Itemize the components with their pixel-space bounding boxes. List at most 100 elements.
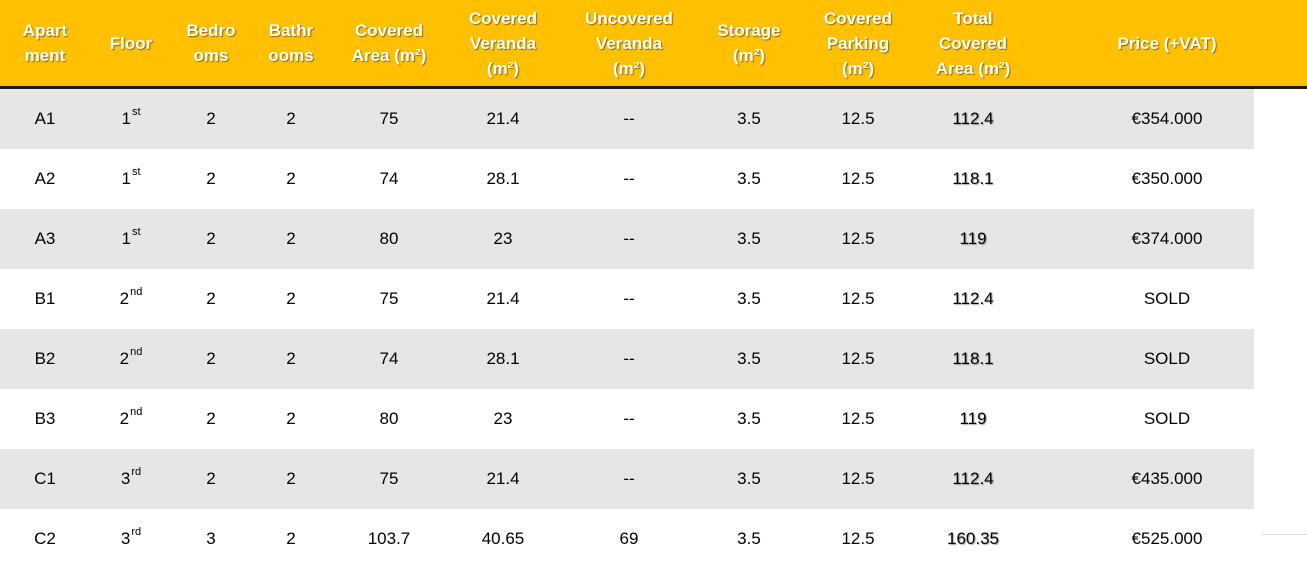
cell-storage: 3.5: [737, 169, 761, 188]
cell-total-covered-area: 118.1: [952, 349, 994, 368]
cell-apartment: A1: [34, 109, 56, 128]
cell-uncovered-veranda: --: [623, 109, 635, 128]
floor-number: 2: [119, 349, 130, 368]
floor-number: 1: [121, 169, 131, 188]
floor-number: 1: [121, 229, 131, 248]
cell-covered-veranda: 21.4: [486, 469, 520, 488]
cell-price: €435.000: [1131, 469, 1203, 488]
cell-uncovered-veranda: --: [623, 229, 635, 248]
cell-apartment: B3: [34, 409, 56, 428]
header-line: (m²): [486, 58, 520, 78]
cell-apartment: B2: [34, 349, 56, 368]
cell-price: €354.000: [1131, 109, 1203, 128]
row-background: [0, 89, 1254, 149]
cell-price: SOLD: [1143, 289, 1191, 308]
cell-bedrooms: 2: [206, 469, 216, 488]
cell-bathrooms: 2: [286, 349, 296, 368]
floor-ordinal-suffix: nd: [130, 346, 143, 358]
header-apartment: Apart ment: [0, 0, 90, 86]
cell-uncovered-veranda: 69: [619, 529, 639, 548]
floor-ordinal-suffix: st: [131, 166, 141, 178]
header-line: Floor: [109, 33, 153, 53]
floor-number: 3: [120, 529, 131, 548]
header-line: ooms: [268, 46, 314, 65]
cell-bathrooms: 2: [286, 169, 296, 188]
header-line: (m²): [612, 58, 646, 78]
floor-number: 1: [121, 109, 131, 128]
cell-covered-veranda: 23: [493, 409, 513, 428]
cell-storage: 3.5: [737, 109, 761, 128]
cell-bedrooms: 2: [206, 109, 216, 128]
cell-covered-parking: 12.5: [841, 169, 875, 188]
cell-bathrooms: 2: [286, 289, 296, 308]
cell-covered-area: 74: [379, 169, 399, 188]
floor-ordinal-suffix: st: [131, 226, 141, 238]
cell-storage: 3.5: [737, 289, 761, 308]
cell-price: €374.000: [1131, 229, 1203, 248]
header-line: Total: [953, 8, 993, 28]
header-line: oms: [193, 46, 229, 65]
cell-bathrooms: 2: [286, 109, 296, 128]
floor-ordinal-suffix: st: [131, 106, 141, 118]
edge-divider: [1262, 534, 1307, 535]
header-line: Uncovered: [585, 8, 673, 28]
cell-bathrooms: 2: [286, 529, 296, 548]
header-storage: Storage (m²): [698, 0, 800, 86]
header-covered-veranda: Covered Veranda (m²): [446, 0, 560, 86]
cell-covered-area: 75: [379, 109, 399, 128]
header-covered-area: Covered Area (m²): [332, 0, 446, 86]
header-line: Veranda: [595, 33, 663, 53]
header-line: Area (m²): [351, 46, 427, 65]
cell-covered-area: 103.7: [367, 529, 411, 548]
cell-storage: 3.5: [737, 529, 761, 548]
cell-bedrooms: 2: [206, 289, 216, 308]
cell-covered-veranda: 23: [493, 229, 513, 248]
cell-bedrooms: 3: [206, 529, 216, 548]
header-line: Parking: [826, 33, 890, 53]
floor-number: 3: [120, 469, 131, 488]
cell-covered-parking: 12.5: [841, 289, 875, 308]
cell-bathrooms: 2: [286, 229, 296, 248]
cell-uncovered-veranda: --: [623, 349, 635, 368]
header-line: Covered: [468, 8, 538, 28]
cell-covered-veranda: 21.4: [486, 109, 520, 128]
floor-ordinal-suffix: rd: [131, 526, 142, 538]
cell-total-covered-area: 112.4: [952, 469, 994, 488]
cell-bedrooms: 2: [206, 169, 216, 188]
floor-ordinal-suffix: rd: [131, 466, 142, 478]
header-floor: Floor: [90, 0, 172, 86]
cell-covered-area: 80: [379, 409, 399, 428]
header-line: Covered: [354, 21, 424, 40]
cell-apartment: B1: [34, 289, 56, 308]
cell-covered-area: 80: [379, 229, 399, 248]
cell-covered-parking: 12.5: [841, 409, 875, 428]
cell-covered-area: 75: [379, 289, 399, 308]
cell-apartment: A2: [34, 169, 56, 188]
row-background: [0, 449, 1254, 509]
cell-uncovered-veranda: --: [623, 469, 635, 488]
header-line: Covered: [938, 33, 1008, 53]
floor-number: 2: [119, 289, 130, 308]
cell-bedrooms: 2: [206, 409, 216, 428]
cell-uncovered-veranda: --: [623, 169, 635, 188]
cell-covered-parking: 12.5: [841, 529, 875, 548]
floor-ordinal-suffix: nd: [130, 406, 143, 418]
header-line: Veranda: [469, 33, 537, 53]
header-line: (m²): [841, 58, 875, 78]
cell-price: €525.000: [1131, 529, 1203, 548]
header-total-covered-area: Total Covered Area (m²): [916, 0, 1030, 86]
header-line: Price (+VAT): [1117, 33, 1217, 53]
cell-covered-parking: 12.5: [841, 349, 875, 368]
cell-uncovered-veranda: --: [623, 289, 635, 308]
header-line: Apart: [22, 21, 68, 40]
